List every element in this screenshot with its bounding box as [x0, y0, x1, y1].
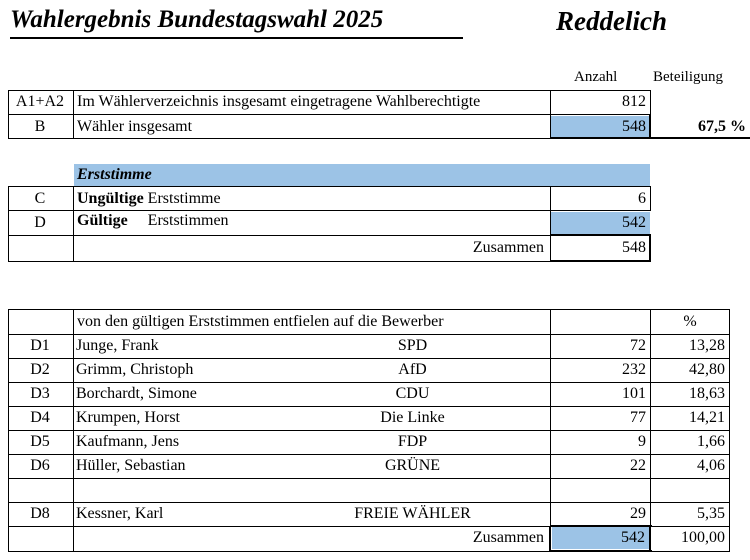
- candidate-percent: [651, 479, 729, 501]
- label-bold: Gültige: [77, 212, 128, 229]
- page-title: Wahlergebnis Bundestagswahl 2025: [10, 6, 384, 33]
- candidate-party: AfD: [398, 361, 427, 378]
- candidate-votes: 77: [630, 409, 646, 426]
- row-code: B: [34, 118, 46, 135]
- candidate-party: [300, 479, 525, 501]
- row-code: A1+A2: [15, 93, 65, 110]
- candidates-header: von den gültigen Erststimmen entfielen a…: [77, 313, 444, 330]
- candidate-party: FREIE WÄHLER: [354, 505, 471, 522]
- row-code: D: [34, 214, 46, 231]
- candidate-code: D2: [30, 361, 50, 378]
- candidate-name: Kaufmann, Jens: [76, 433, 180, 450]
- candidate-votes: [551, 479, 650, 501]
- row-label: Wähler insgesamt: [77, 118, 193, 135]
- row-label: Gültige Erststimmen: [76, 210, 550, 232]
- header-turnout: Beteiligung: [653, 69, 723, 85]
- label-rest: Erststimme: [147, 190, 221, 207]
- candidate-percent: 4,06: [697, 457, 725, 474]
- candidate-party: CDU: [395, 385, 430, 402]
- candidate-votes: 72: [630, 337, 646, 354]
- row-value: 6: [638, 190, 646, 207]
- turnout-value: 67,5 %: [698, 118, 746, 135]
- candidate-party: SPD: [397, 337, 428, 354]
- total-percent: 100,00: [681, 529, 725, 546]
- candidate-party: GRÜNE: [384, 457, 441, 474]
- candidate-code: D5: [30, 433, 50, 450]
- candidate-party: FDP: [397, 433, 428, 450]
- candidate-party: Die Linke: [380, 409, 445, 426]
- candidate-code: D8: [30, 505, 50, 522]
- candidate-name: Krumpen, Horst: [76, 409, 180, 426]
- row-value: 812: [622, 93, 646, 110]
- candidate-name: Junge, Frank: [76, 337, 159, 354]
- candidate-name: Kessner, Karl: [76, 505, 164, 522]
- label-bold: Ungültige: [77, 190, 144, 207]
- row-label: Ungültige Erststimme: [76, 188, 550, 210]
- candidate-votes: 101: [622, 385, 646, 402]
- candidate-code: D1: [30, 337, 50, 354]
- candidate-percent: 14,21: [689, 409, 725, 426]
- candidate-code: D3: [30, 385, 50, 402]
- candidate-votes: 22: [630, 457, 646, 474]
- percent-header: %: [683, 313, 697, 330]
- candidate-votes: 9: [638, 433, 646, 450]
- total-label: Zusammen: [472, 239, 544, 256]
- row-value: 542: [551, 212, 650, 234]
- header-count: Anzahl: [574, 69, 618, 85]
- candidate-code: D6: [30, 457, 50, 474]
- candidate-code: [8, 479, 72, 501]
- section-title: Erststimme: [74, 164, 650, 186]
- place-name: Reddelich: [556, 6, 667, 36]
- candidate-name: [76, 479, 326, 501]
- candidate-percent: 1,66: [697, 433, 725, 450]
- candidate-name: Hüller, Sebastian: [76, 457, 186, 474]
- candidate-votes: 29: [630, 505, 646, 522]
- row-label: Im Wählerverzeichnis insgesamt eingetrag…: [77, 93, 481, 110]
- candidate-code: D4: [30, 409, 50, 426]
- candidate-percent: 13,28: [689, 337, 725, 354]
- row-code: C: [34, 190, 46, 207]
- candidate-percent: 18,63: [689, 385, 725, 402]
- label-rest: Erststimmen: [147, 212, 229, 229]
- total-votes: 542: [552, 527, 649, 549]
- candidate-name: Borchardt, Simone: [76, 385, 197, 402]
- candidate-percent: 42,80: [689, 361, 725, 378]
- row-value: 548: [551, 116, 650, 138]
- candidate-name: Grimm, Christoph: [76, 361, 194, 378]
- candidate-percent: 5,35: [697, 505, 725, 522]
- total-value: 548: [622, 239, 646, 256]
- total-label: Zusammen: [472, 529, 544, 546]
- candidate-votes: 232: [622, 361, 646, 378]
- title-underline: [10, 37, 463, 39]
